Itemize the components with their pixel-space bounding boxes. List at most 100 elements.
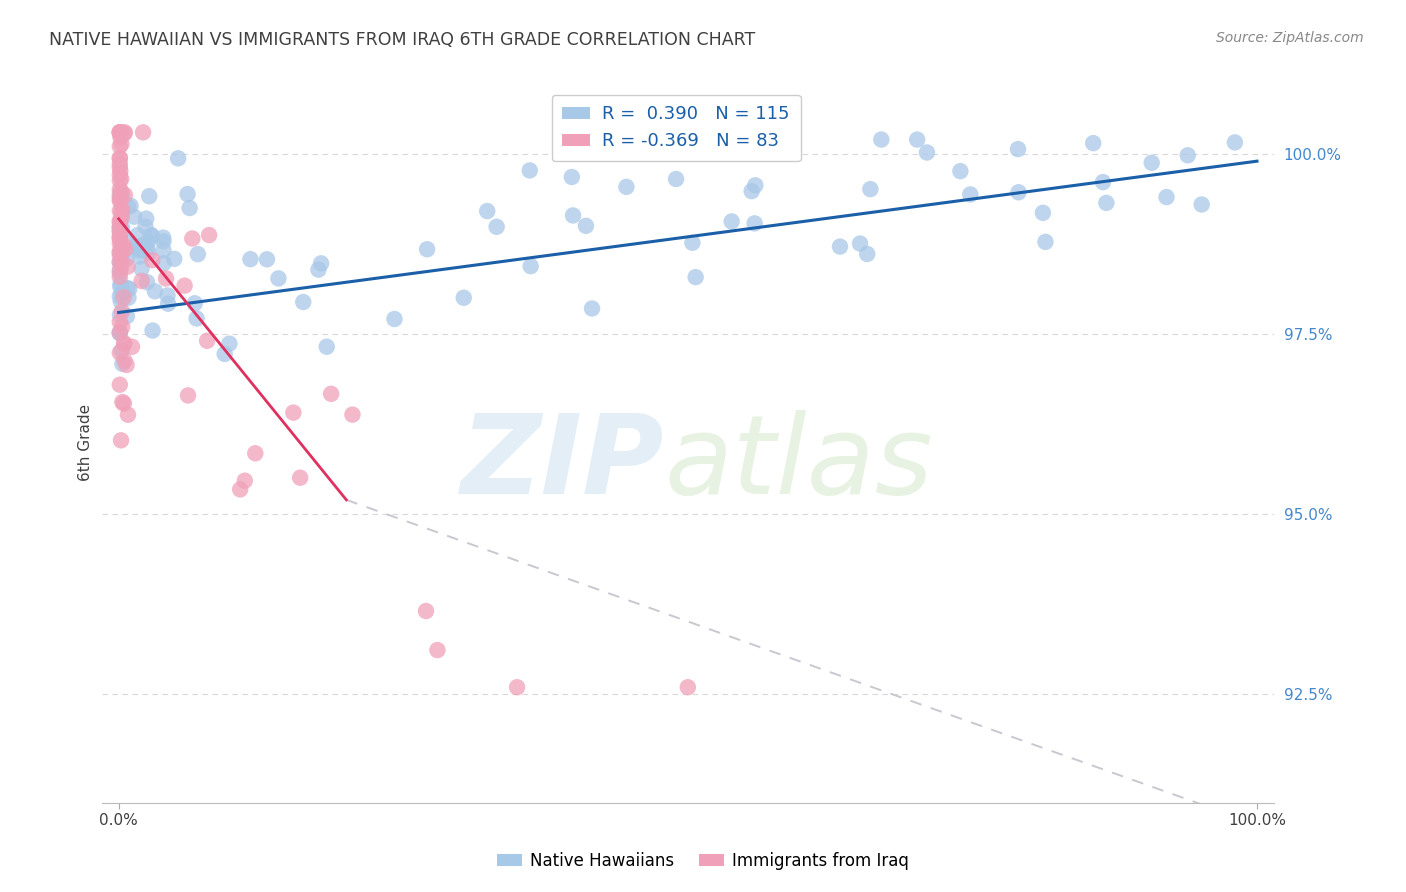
Point [111, 285, 134, 300]
Point [283, 406, 305, 420]
Point [905, 132, 928, 146]
Point [108, 289, 131, 303]
Point [108, 308, 131, 322]
Text: atlas: atlas [665, 410, 934, 517]
Point [1007, 142, 1029, 156]
Point [108, 255, 131, 269]
Point [111, 320, 134, 334]
Point [1191, 197, 1213, 211]
Point [828, 239, 851, 253]
Point [233, 474, 256, 488]
Point [110, 205, 132, 219]
Point [1156, 190, 1178, 204]
Point [108, 256, 131, 270]
Point [426, 643, 449, 657]
Point [127, 227, 149, 242]
Point [108, 229, 131, 244]
Point [187, 247, 209, 261]
Point [138, 245, 160, 260]
Point [114, 353, 136, 368]
Point [110, 193, 132, 207]
Y-axis label: 6th Grade: 6th Grade [79, 404, 93, 481]
Text: ZIP: ZIP [461, 410, 665, 517]
Point [110, 238, 132, 252]
Point [108, 187, 131, 202]
Point [122, 210, 145, 224]
Point [110, 164, 132, 178]
Point [485, 219, 508, 234]
Point [506, 680, 529, 694]
Point [108, 161, 131, 175]
Point [519, 163, 541, 178]
Point [575, 219, 598, 233]
Point [179, 201, 201, 215]
Point [108, 157, 131, 171]
Point [117, 408, 139, 422]
Point [384, 312, 406, 326]
Point [256, 252, 278, 267]
Point [108, 173, 131, 187]
Point [108, 248, 131, 262]
Point [110, 279, 132, 293]
Point [108, 194, 131, 208]
Point [114, 243, 136, 257]
Point [129, 249, 152, 263]
Point [195, 334, 218, 348]
Point [110, 294, 132, 309]
Point [870, 132, 893, 146]
Point [1095, 195, 1118, 210]
Point [111, 211, 134, 225]
Point [114, 125, 136, 139]
Point [138, 189, 160, 203]
Point [142, 324, 165, 338]
Point [163, 252, 186, 266]
Point [685, 270, 707, 285]
Point [143, 285, 166, 299]
Point [108, 326, 131, 341]
Point [416, 242, 439, 256]
Point [1007, 186, 1029, 200]
Point [108, 194, 131, 208]
Point [141, 253, 163, 268]
Point [114, 188, 136, 202]
Point [110, 244, 132, 258]
Point [173, 278, 195, 293]
Point [561, 169, 583, 184]
Point [184, 296, 207, 310]
Point [108, 125, 131, 139]
Point [155, 271, 177, 285]
Point [1140, 156, 1163, 170]
Point [110, 136, 132, 151]
Point [136, 241, 159, 255]
Point [108, 230, 131, 244]
Point [128, 244, 150, 258]
Point [108, 190, 131, 204]
Point [108, 182, 131, 196]
Point [519, 259, 541, 273]
Point [108, 125, 131, 139]
Point [915, 145, 938, 160]
Point [108, 224, 131, 238]
Point [125, 239, 148, 253]
Point [315, 340, 337, 354]
Point [111, 343, 134, 358]
Point [720, 214, 742, 228]
Point [292, 295, 315, 310]
Point [1177, 148, 1199, 162]
Point [110, 434, 132, 448]
Point [108, 215, 131, 229]
Point [1223, 136, 1246, 150]
Point [681, 235, 703, 250]
Point [121, 340, 143, 354]
Point [136, 275, 159, 289]
Point [111, 256, 134, 270]
Point [110, 130, 132, 145]
Point [1091, 175, 1114, 189]
Point [108, 224, 131, 238]
Point [110, 220, 132, 235]
Point [141, 228, 163, 243]
Point [131, 261, 153, 276]
Point [309, 256, 332, 270]
Point [562, 209, 585, 223]
Point [110, 262, 132, 277]
